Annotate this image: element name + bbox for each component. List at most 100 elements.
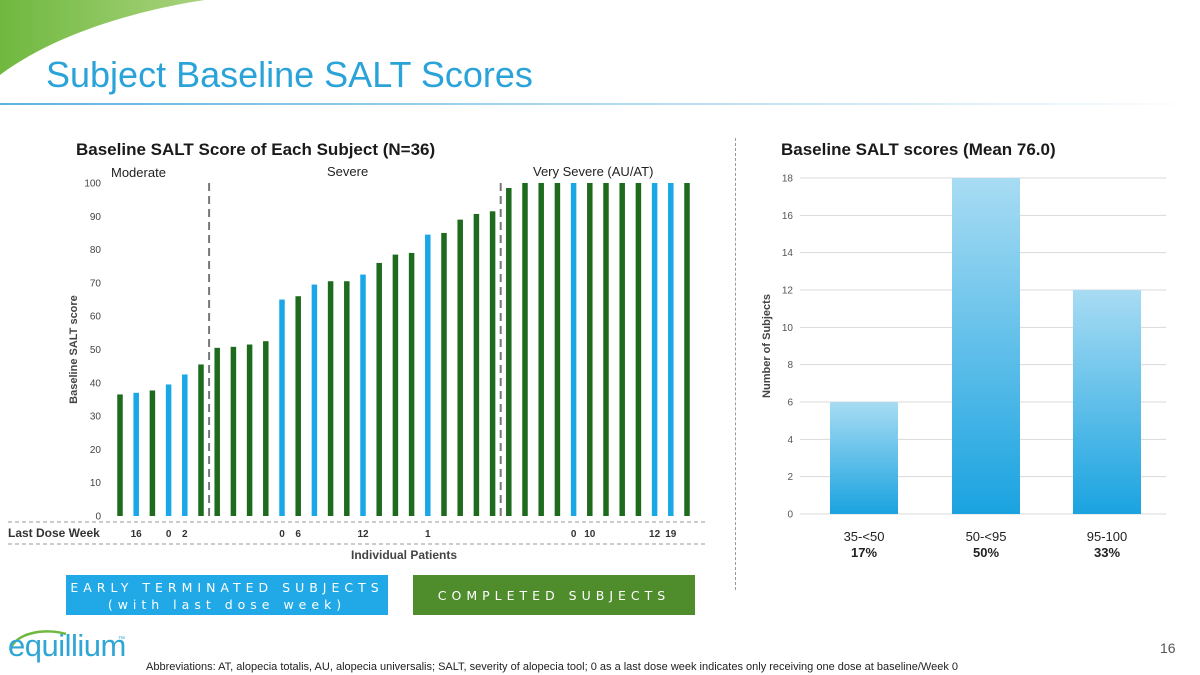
- data-bar: [392, 254, 399, 516]
- data-bar: [619, 183, 625, 516]
- data-bar: [603, 183, 609, 516]
- y-tick-label: 2: [787, 472, 793, 483]
- page-number: 16: [1160, 640, 1176, 656]
- y-tick-label: 70: [90, 278, 102, 289]
- legend-completed: COMPLETED SUBJECTS: [413, 575, 695, 615]
- data-bar: [149, 390, 156, 516]
- legend-early-line1: EARLY TERMINATED SUBJECTS: [70, 579, 384, 595]
- footnote: Abbreviations: AT, alopecia totalis, AU,…: [146, 661, 959, 673]
- y-tick-label: 8: [787, 360, 793, 371]
- data-bar: [117, 394, 123, 516]
- legend-early-terminated: EARLY TERMINATED SUBJECTS (with last dos…: [66, 575, 388, 615]
- region-label-moderate: Moderate: [111, 165, 166, 180]
- y-tick-label: 40: [90, 378, 102, 389]
- histogram-bar: [952, 178, 1020, 514]
- y-axis-label: Number of Subjects: [761, 294, 773, 398]
- page-title: Subject Baseline SALT Scores: [46, 54, 533, 95]
- y-tick-label: 100: [84, 179, 101, 190]
- panel-divider: [735, 138, 736, 590]
- data-bar: [133, 392, 139, 516]
- data-bar: [587, 183, 593, 516]
- y-tick-label: 18: [782, 174, 794, 185]
- data-bar: [457, 219, 463, 516]
- data-bar: [230, 346, 237, 516]
- data-bar: [165, 384, 172, 516]
- last-dose-label: 6: [295, 529, 301, 540]
- title-divider: [0, 103, 1200, 105]
- data-bar: [651, 183, 658, 516]
- data-bar: [408, 252, 415, 516]
- y-tick-label: 4: [787, 435, 793, 446]
- last-dose-label: 0: [279, 529, 285, 540]
- y-tick-label: 10: [782, 323, 794, 334]
- data-bar: [327, 281, 334, 516]
- data-bar: [214, 347, 220, 516]
- data-bar: [635, 183, 642, 516]
- histogram-bar: [830, 402, 898, 514]
- data-bar: [570, 183, 577, 516]
- y-tick-label: 30: [90, 412, 102, 423]
- data-bar: [473, 213, 480, 516]
- last-dose-label: 19: [665, 529, 677, 540]
- percent-label: 17%: [851, 545, 877, 560]
- legend-completed-label: COMPLETED SUBJECTS: [437, 588, 671, 603]
- y-tick-label: 6: [787, 398, 793, 409]
- y-tick-label: 16: [782, 211, 794, 222]
- y-tick-label: 0: [95, 512, 101, 523]
- last-dose-row-label: Last Dose Week: [8, 526, 100, 540]
- data-bar: [376, 262, 382, 516]
- y-tick-label: 60: [90, 312, 102, 323]
- percent-label: 33%: [1094, 545, 1120, 560]
- category-label: 95-100: [1087, 529, 1127, 544]
- y-tick-label: 12: [782, 286, 794, 297]
- data-bar: [506, 187, 512, 516]
- data-bar: [182, 374, 188, 516]
- last-dose-label: 1: [425, 529, 431, 540]
- data-bar: [263, 341, 269, 516]
- data-bar: [554, 183, 561, 516]
- last-dose-label: 12: [649, 529, 661, 540]
- data-bar: [668, 183, 674, 516]
- category-label: 50-<95: [966, 529, 1007, 544]
- salt-distribution-bar-chart: 0 2 4 6 8 10 12 14 16 18 Number of Subjects 35-<501…: [761, 174, 1166, 560]
- data-bar: [344, 281, 350, 516]
- histogram-bar: [1073, 290, 1141, 514]
- data-bar: [198, 364, 204, 516]
- category-label: 35-<50: [844, 529, 885, 544]
- last-dose-label: 10: [584, 529, 596, 540]
- y-tick-label: 80: [90, 245, 102, 256]
- data-bar: [538, 183, 544, 516]
- data-bar: [279, 299, 285, 516]
- corner-accent-shape: [0, 0, 205, 75]
- data-bar: [425, 234, 431, 516]
- y-tick-label: 0: [787, 510, 793, 521]
- x-axis-label: Individual Patients: [351, 548, 457, 562]
- legend-early-line2: (with last dose week): [107, 596, 347, 612]
- data-bar: [522, 183, 528, 516]
- logo-trademark: ™: [118, 636, 125, 643]
- region-label-very-severe: Very Severe (AU/AT): [533, 164, 653, 179]
- data-bar: [684, 183, 690, 516]
- left-chart-title: Baseline SALT Score of Each Subject (N=3…: [76, 140, 436, 159]
- last-dose-label: 2: [182, 529, 188, 540]
- percent-label: 50%: [973, 545, 999, 560]
- data-bar: [441, 232, 447, 516]
- last-dose-label: 0: [571, 529, 577, 540]
- logo-wordmark: equillium: [8, 628, 126, 663]
- data-bar: [360, 274, 366, 516]
- data-bar: [489, 211, 496, 516]
- region-label-severe: Severe: [327, 164, 368, 179]
- data-bar: [246, 344, 253, 516]
- right-chart-title: Baseline SALT scores (Mean 76.0): [781, 140, 1056, 159]
- last-dose-label: 0: [166, 529, 172, 540]
- y-tick-label: 10: [90, 478, 102, 489]
- last-dose-label: 12: [357, 529, 369, 540]
- y-tick-label: 50: [90, 345, 102, 356]
- y-axis-label: Baseline SALT score: [68, 295, 80, 404]
- last-dose-label: 16: [131, 529, 143, 540]
- data-bar: [311, 284, 318, 516]
- equillium-logo-icon: [8, 630, 67, 651]
- y-tick-label: 20: [90, 445, 102, 456]
- data-bar: [295, 296, 301, 516]
